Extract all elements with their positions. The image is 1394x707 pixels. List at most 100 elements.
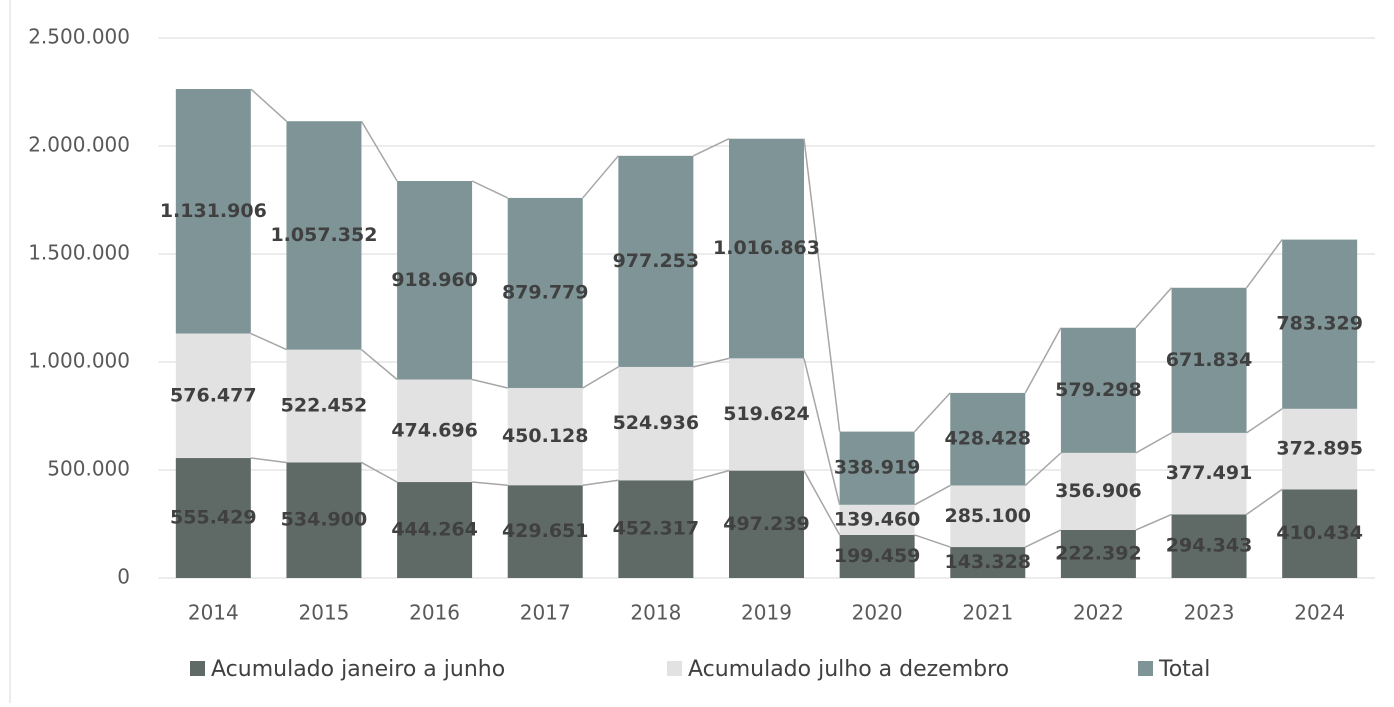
data-label: 524.936 <box>613 412 700 434</box>
y-tick-label: 2.000.000 <box>28 133 130 157</box>
data-label: 579.298 <box>1055 379 1142 401</box>
data-label: 671.834 <box>1166 349 1253 371</box>
bar-segment <box>286 462 362 578</box>
bar-segment <box>618 155 694 367</box>
series-line <box>914 534 951 548</box>
data-label: 450.128 <box>502 425 589 447</box>
bar-segment <box>618 480 694 578</box>
x-tick-label: 2017 <box>520 601 571 625</box>
legend-swatch <box>190 661 205 676</box>
data-label: 356.906 <box>1055 480 1142 502</box>
series-line <box>250 88 287 122</box>
series-line <box>693 469 730 482</box>
data-label: 576.477 <box>170 384 257 406</box>
bar-segment <box>175 333 251 459</box>
series-line <box>1135 432 1172 454</box>
legend-swatch <box>1138 661 1153 676</box>
bar-segment <box>507 485 583 578</box>
x-tick-label: 2016 <box>409 601 460 625</box>
data-label: 1.057.352 <box>270 224 377 246</box>
x-tick-label: 2023 <box>1184 601 1235 625</box>
data-label: 428.428 <box>944 428 1031 450</box>
bar-segment <box>950 485 1026 548</box>
x-tick-label: 2018 <box>630 601 681 625</box>
series-line <box>1135 287 1173 329</box>
data-label: 474.696 <box>391 419 478 441</box>
x-tick-label: 2014 <box>188 601 239 625</box>
y-tick-label: 2.500.000 <box>28 25 130 49</box>
bar-segment <box>397 181 473 380</box>
data-label: 452.317 <box>613 518 700 540</box>
bar-segment <box>286 121 362 350</box>
series-line <box>1024 529 1062 548</box>
bar-segment <box>1060 529 1136 578</box>
data-label: 199.459 <box>834 545 921 567</box>
bar-segment <box>175 458 251 578</box>
bar-segment <box>839 534 915 578</box>
series-line <box>582 155 619 199</box>
bar-segment <box>1282 239 1358 409</box>
series-line <box>803 358 841 505</box>
bar-segment <box>397 482 473 578</box>
bar-segment <box>397 379 473 483</box>
data-label: 285.100 <box>944 505 1031 527</box>
series-line <box>471 180 509 199</box>
data-label: 534.900 <box>281 509 368 531</box>
bar-segment <box>175 89 251 334</box>
legend-label: Total <box>1158 657 1210 682</box>
series-line <box>1135 513 1172 531</box>
data-label: 497.239 <box>723 513 810 535</box>
series-line <box>1024 452 1062 487</box>
x-tick-label: 2021 <box>962 601 1013 625</box>
data-label: 222.392 <box>1055 542 1142 564</box>
bar-segment <box>1282 489 1358 578</box>
data-label: 294.343 <box>1166 535 1253 557</box>
bar-segment <box>507 387 583 486</box>
data-label: 410.434 <box>1276 522 1363 544</box>
y-tick-label: 1.000.000 <box>28 349 130 373</box>
series-line <box>582 366 619 389</box>
data-label: 783.329 <box>1276 313 1363 335</box>
data-label: 522.452 <box>281 395 368 417</box>
x-tick-label: 2015 <box>299 601 350 625</box>
bar-segment <box>729 358 804 471</box>
data-label: 519.624 <box>723 403 810 425</box>
data-label: 143.328 <box>944 551 1031 573</box>
series-line <box>1024 327 1062 394</box>
series-line <box>471 378 508 389</box>
bar-segment <box>950 547 1026 578</box>
y-tick-label: 0 <box>117 565 130 589</box>
data-label: 1.131.906 <box>160 200 267 222</box>
series-line <box>1246 408 1283 434</box>
bar-segment <box>839 431 915 505</box>
series-line <box>803 138 841 432</box>
bar-segment <box>729 470 804 578</box>
bar-segment <box>839 504 915 535</box>
series-line <box>472 481 508 486</box>
bar-segment <box>618 366 694 481</box>
bar-segment <box>1171 432 1247 515</box>
data-label: 338.919 <box>834 457 921 479</box>
data-label: 139.460 <box>834 508 921 530</box>
series-line <box>360 349 398 381</box>
data-label: 429.651 <box>502 520 589 542</box>
series-line <box>914 484 951 506</box>
y-tick-label: 1.500.000 <box>28 241 130 265</box>
data-label: 879.779 <box>502 281 589 303</box>
bar-segment <box>1171 287 1247 433</box>
series-line <box>250 457 287 464</box>
series-line <box>803 470 841 536</box>
series-line <box>361 461 398 483</box>
series-line <box>250 332 287 351</box>
legend-swatch <box>667 661 682 676</box>
bar-segment <box>1282 408 1358 490</box>
data-label: 377.491 <box>1166 462 1253 484</box>
series-line <box>582 479 619 486</box>
series-line <box>1245 239 1283 289</box>
series-line <box>693 357 730 368</box>
x-tick-label: 2024 <box>1294 601 1345 625</box>
x-tick-label: 2022 <box>1073 601 1124 625</box>
x-tick-label: 2020 <box>852 601 903 625</box>
series-line <box>914 392 951 433</box>
